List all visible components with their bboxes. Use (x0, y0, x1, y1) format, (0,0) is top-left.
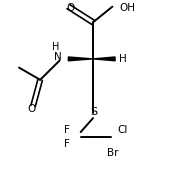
Text: F: F (64, 125, 70, 135)
Text: F: F (64, 139, 70, 149)
Text: OH: OH (119, 3, 136, 13)
Text: Br: Br (107, 148, 118, 158)
Text: O: O (66, 3, 74, 13)
Text: H: H (119, 54, 127, 64)
Polygon shape (93, 57, 115, 61)
Text: O: O (27, 104, 35, 114)
Text: Cl: Cl (118, 125, 128, 135)
Text: N: N (54, 52, 62, 62)
Text: H: H (52, 42, 60, 52)
Text: S: S (90, 107, 98, 117)
Polygon shape (68, 57, 93, 61)
